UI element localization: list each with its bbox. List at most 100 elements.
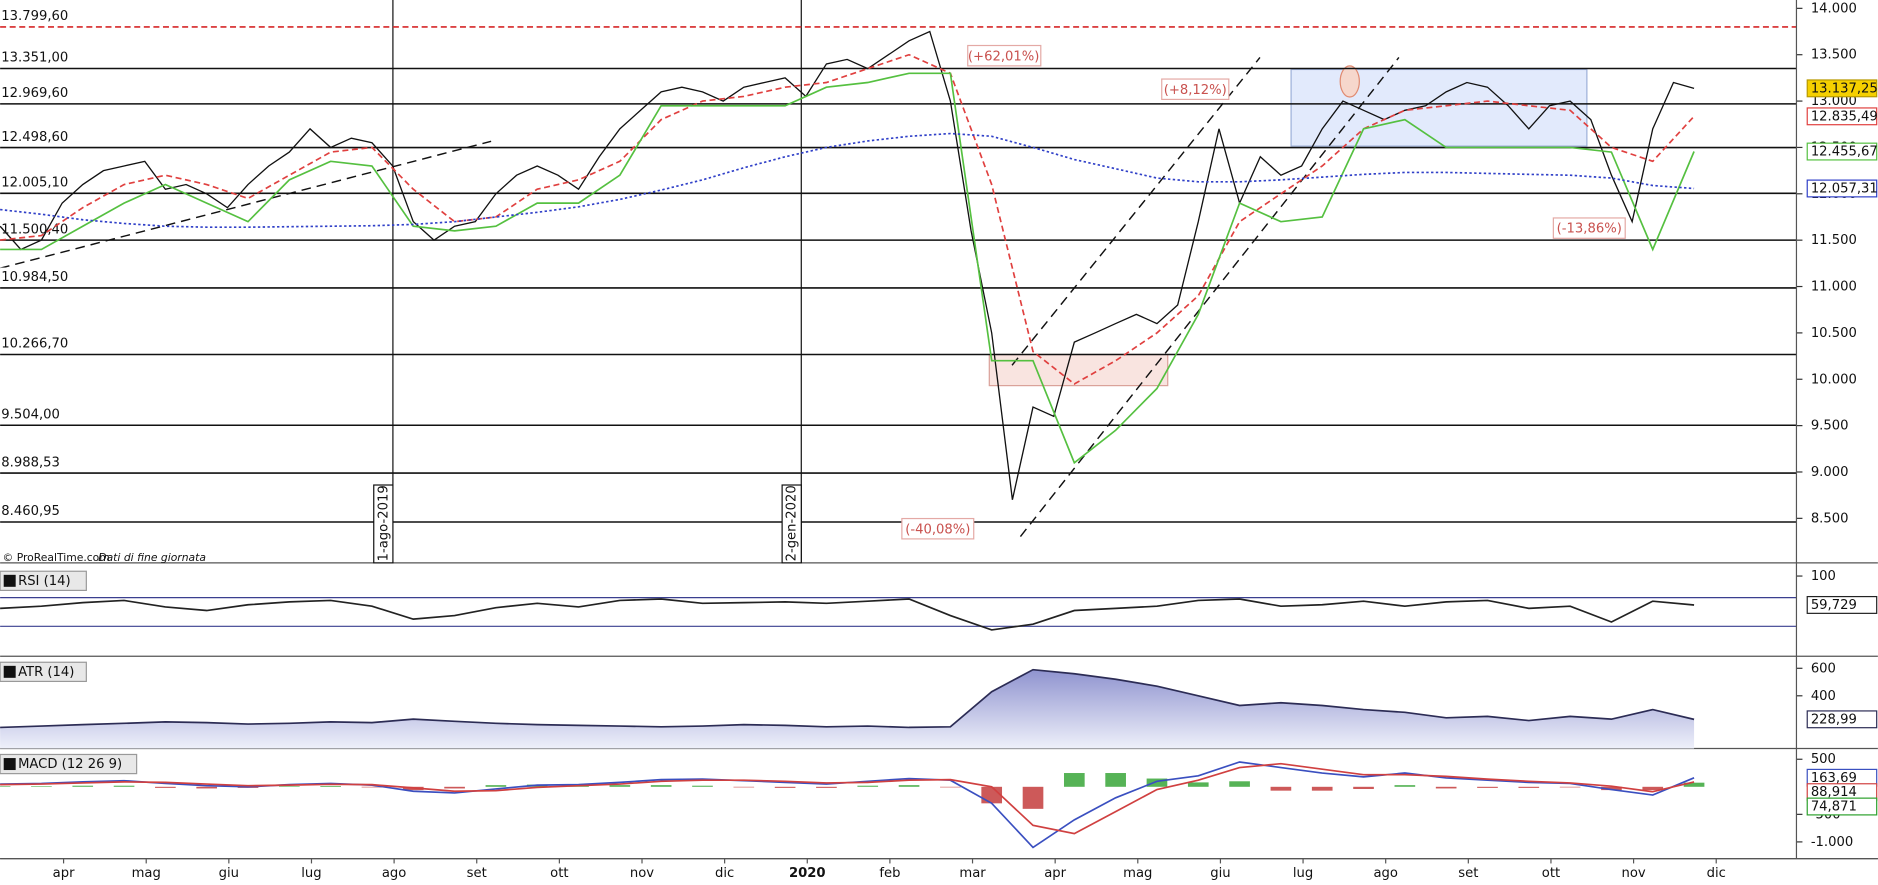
x-tick-label: ott: [1542, 866, 1560, 881]
histogram-bar: [1394, 785, 1416, 787]
tag-label: 12.835,49: [1811, 109, 1878, 124]
histogram-bar: [692, 785, 713, 787]
histogram-bar: [1601, 786, 1622, 791]
histogram-bar: [1353, 786, 1374, 790]
histogram-bar: [1063, 773, 1085, 787]
tag-box: [1806, 797, 1878, 816]
histogram-bar: [1642, 786, 1664, 791]
histogram-bar: [898, 785, 920, 787]
level-label: 8.988,53: [1, 455, 60, 470]
histogram-bar: [774, 786, 796, 788]
tag-box: [1806, 710, 1878, 729]
histogram-bar: [609, 785, 631, 787]
level-label: 12.005,10: [1, 176, 68, 191]
histogram-bar: [1559, 786, 1581, 788]
last-value-tag: 88,914: [1806, 783, 1878, 802]
histogram-bar: [72, 785, 94, 787]
panel-title-icon: [3, 758, 16, 771]
histogram-bar: [1105, 773, 1126, 787]
value-tags: 13.137,25 12.835,49 12.455,67 12.057,31 59,7…: [1806, 79, 1878, 816]
tag-box: [1806, 179, 1878, 198]
x-tick-label: set: [1458, 866, 1478, 881]
x-tick-label: dic: [1707, 866, 1726, 881]
histogram-bar: [444, 786, 465, 789]
level-tag: 8.460,95: [0, 501, 68, 520]
last-value-tag: 163,69: [1806, 768, 1878, 787]
panel-title-box: [0, 570, 87, 591]
level-tag: 10.266,70: [0, 334, 68, 353]
y-tick-label: 600: [1811, 661, 1836, 676]
level-label-box: [0, 404, 68, 423]
level-label-box: [0, 172, 68, 191]
histogram-bar: [1022, 786, 1044, 809]
line: [0, 762, 1695, 835]
x-tick-label: lug: [301, 866, 321, 881]
zone: [988, 353, 1169, 387]
annotation-box: [901, 517, 975, 540]
tag-label: 88,914: [1811, 785, 1857, 800]
y-tick-label: 10.500: [1811, 326, 1857, 341]
level-label-box: [0, 501, 68, 520]
source: © ProRealTime.com: [3, 551, 110, 564]
x-tick-label: set: [467, 866, 487, 881]
level-tag: 9.504,00: [0, 404, 68, 423]
tag-label: 13.137,25: [1811, 81, 1878, 96]
tag-label: 59,729: [1811, 598, 1857, 613]
panel-title-text: RSI (14): [18, 574, 71, 589]
level-label-box: [0, 127, 68, 146]
level-tag: 8.988,53: [0, 452, 68, 471]
panel-title-box: [0, 661, 87, 683]
y-tick-label: 14.000: [1811, 1, 1857, 16]
marker-box: [373, 484, 394, 564]
tag-box: [1806, 595, 1878, 614]
tag-box: [1806, 107, 1878, 126]
x-tick-label: nov: [1621, 866, 1645, 881]
level-label-box: [0, 83, 68, 102]
level-label: 13.351,00: [1, 51, 68, 66]
panel-title-icon: [3, 574, 16, 587]
histogram-bar: [196, 786, 218, 789]
x-tick-label: feb: [879, 866, 900, 881]
last-value-tag: 228,99: [1806, 710, 1878, 729]
level-label: 12.498,60: [1, 130, 68, 145]
level-label-box: [0, 48, 68, 67]
annotation: (+62,01%): [968, 49, 1039, 64]
y-tick-label: 13.500: [1811, 48, 1857, 63]
level-label: 12.969,60: [1, 86, 68, 101]
last-value-tag: 12.057,31: [1806, 179, 1878, 198]
histogram-bar: [1435, 786, 1457, 789]
level-label: 11.500,40: [1, 222, 68, 237]
y-tick-label: -1.000: [1811, 835, 1853, 850]
last-value-tag: 12.455,67: [1806, 142, 1878, 161]
annotation-box: [1161, 78, 1230, 100]
y-tick-label: 8.500: [1811, 511, 1849, 526]
x-tick-label: mag: [132, 866, 161, 881]
histogram-bar: [816, 786, 837, 788]
panel-title-box: [0, 753, 138, 775]
histogram-bar: [0, 786, 11, 787]
tag-label: 74,871: [1811, 800, 1857, 815]
trendline: [1011, 57, 1261, 366]
trendline: [0, 140, 492, 269]
last-value-tag: 59,729: [1806, 595, 1878, 614]
level-label-box: [0, 267, 68, 286]
panel-title-text: ATR (14): [18, 665, 74, 680]
histogram-bar: [981, 786, 1003, 804]
x-tick-label: giu: [219, 866, 239, 881]
last-value-tag: 12.835,49: [1806, 107, 1878, 126]
x-tick-label: lug: [1293, 866, 1313, 881]
histogram-bar: [650, 785, 672, 787]
y-tick-label: 13.000: [1811, 94, 1857, 109]
x-tick-label: ago: [382, 866, 406, 881]
annotation: (-13,86%): [1557, 222, 1622, 237]
x-tick-label: dic: [715, 866, 734, 881]
level-label-box: [0, 452, 68, 471]
level-label: 10.266,70: [1, 337, 68, 352]
y-tick-label: 11.500: [1811, 233, 1857, 248]
tag-box: [1806, 142, 1878, 161]
histogram-bar: [1477, 786, 1498, 788]
panel-title: RSI (14): [0, 570, 87, 591]
histogram-bar: [1187, 782, 1209, 787]
x-tick-label: mar: [959, 866, 986, 881]
histogram-bar: [1683, 782, 1705, 787]
